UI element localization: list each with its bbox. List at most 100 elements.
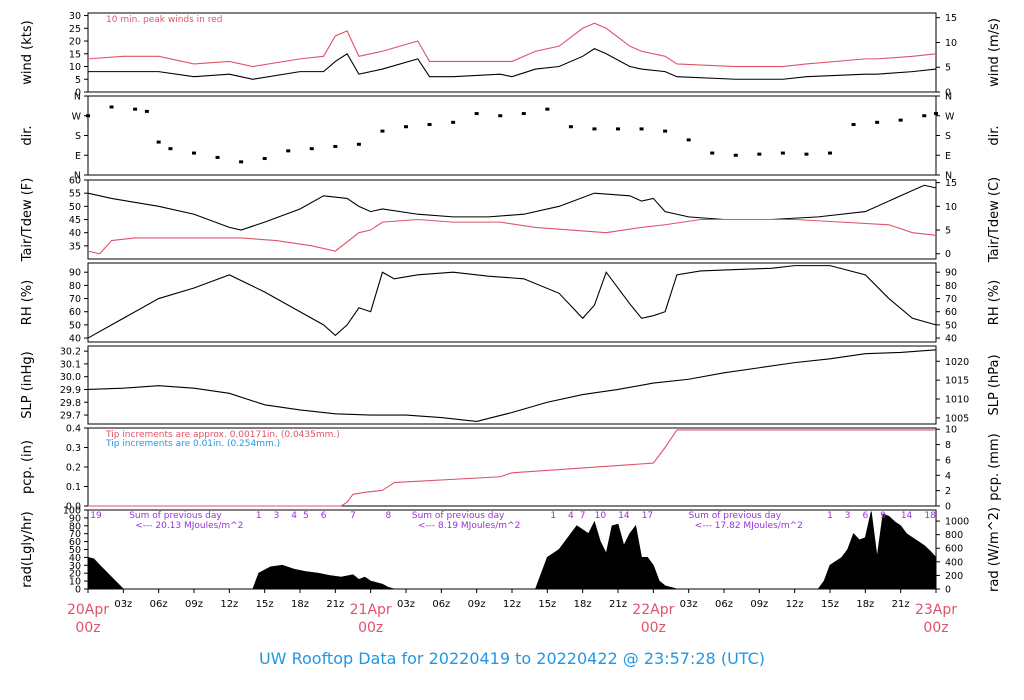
x-hour-label: 06z [150,599,168,610]
y-tick-label: 40 [69,228,81,239]
x-hour-label: 03z [397,599,415,610]
y-tick-label-right: 6 [945,455,951,466]
y-tick-label: N [74,171,81,182]
y-tick-label-right: 1020 [945,357,969,368]
y-tick-label: 10 [69,62,81,73]
dir-point [239,160,244,164]
y-axis-label: Tair/Tdew (F) [20,178,35,263]
dir-point [780,151,785,155]
y-tick-label-right: 2 [945,486,951,497]
x-hour-label: 09z [185,599,203,610]
y-tick-label-right: 600 [945,544,963,555]
rad-hour-mark: 3 [274,511,280,521]
y-tick-label: 30 [69,561,81,572]
y-tick-label: 30.0 [60,372,81,383]
daily-sum-value: <--- 20.13 MJoules/m^2 [135,521,243,531]
x-day-label: 20Apr [67,602,109,618]
y-tick-label: 40 [69,334,81,345]
tip-increment-red-note: Tip increments are approx. 0.00171in. (0… [105,430,340,440]
y-tick-label: 20 [69,37,81,48]
y-tick-label-right: 40 [945,334,957,345]
dir-point [568,125,573,129]
y-tick-label: 29.8 [60,398,81,409]
y-tick-label-right: 0 [945,502,951,513]
y-tick-label: 30 [69,11,81,22]
x-day-hour-label: 00z [923,620,948,636]
x-hour-label: 18z [291,599,309,610]
y-tick-label-right: S [945,131,951,142]
x-hour-label: 15z [256,599,274,610]
x-day-hour-label: 00z [358,620,383,636]
dir-point [86,114,90,118]
y-tick-label-right: 1010 [945,395,969,406]
daily-sum-value: <--- 8.19 MJoules/m^2 [418,521,520,531]
dir-point [262,157,267,161]
y-tick-label: 60 [69,307,81,318]
x-hour-label: 12z [503,599,521,610]
temp-Tair-line [87,184,937,231]
y-tick-label: 15 [69,49,81,60]
y-tick-label: 30.2 [60,347,81,358]
rad-hour-mark: 6 [321,511,327,521]
chart-title: UW Rooftop Data for 20220419 to 20220422… [259,649,765,668]
panel-frame [87,95,937,176]
y-tick-label-right: 60 [945,307,957,318]
dir-point [404,125,408,129]
y-axis-label-right: wind (m/s) [987,18,1002,87]
panel-pcp: 0.0 0.1 0.2 0.3 0.4 0 2 4 6 8 10 pcp. (in) pcp. (mm)… [20,424,1002,513]
tip-increment-blue-note: Tip increments are 0.01in. (0.254mm.) [105,439,280,449]
y-tick-label-right: N [945,171,952,182]
rad-hour-mark: 3 [845,511,851,521]
dir-point [545,107,550,111]
daily-sum-label: Sum of previous day [689,511,782,521]
rad-hour-mark: 9 [880,511,886,521]
y-tick-label: 40 [69,553,81,564]
panel-rad: 010203040506070809010002004006008001000r… [20,506,1002,596]
x-day-label: 21Apr [350,602,392,618]
rad-hour-mark: 8 [385,511,391,521]
y-tick-label-right: 0 [945,585,951,596]
dir-point [686,138,691,142]
y-axis-label: rad(Lgly/hr) [20,511,35,587]
y-tick-label: 0.1 [66,482,81,493]
rad-hour-mark: 7 [580,511,586,521]
panel-rh: 40 40 50 50 60 60 70 70 80 80 90 90 RH (%) RH (%) [20,262,1002,345]
x-hour-label: 06z [432,599,450,610]
y-axis-label-right: Tair/Tdew (C) [987,177,1002,263]
dir-point [215,155,220,159]
x-hour-label: 03z [114,599,132,610]
y-tick-label: 70 [69,529,81,540]
y-tick-label: 35 [69,241,81,252]
wind-wind-line [88,48,937,80]
y-tick-label: 29.9 [60,385,81,396]
dir-point [663,129,668,133]
y-axis-label: wind (kts) [20,20,35,84]
y-tick-label-right: 0 [945,88,951,99]
x-hour-label: 09z [468,599,486,610]
y-tick-label: 50 [69,545,81,556]
panel-slp: 29.7 29.8 29.9 30.0 30.130.2 1005 1010 1015 1020… [20,345,1002,425]
y-tick-label: N [74,92,81,103]
peak-winds-note: 10 min. peak winds in red [106,15,223,25]
x-hour-label: 12z [786,599,804,610]
y-tick-label: 80 [69,281,81,292]
y-tick-label: 50 [69,202,81,213]
y-tick-label-right: 8 [945,440,951,451]
dir-point [710,151,715,155]
y-tick-label: 0.2 [66,463,81,474]
y-axis-label: SLP (inHg) [20,351,35,419]
dir-point [875,120,880,124]
y-axis-label-right: RH (%) [987,280,1002,325]
rad-hour-mark: 7 [350,511,356,521]
panel-frame [87,12,937,93]
dir-point [922,114,927,118]
dir-point [934,112,938,116]
x-day-label: 22Apr [632,602,674,618]
dir-point [380,129,385,133]
pcp-pcp-line [88,429,936,507]
rad-hour-mark: 19 [90,511,102,521]
y-tick-label-right: 1000 [945,517,969,528]
dir-point [733,153,738,157]
x-hour-label: 15z [821,599,839,610]
x-hour-label: 21z [609,599,627,610]
